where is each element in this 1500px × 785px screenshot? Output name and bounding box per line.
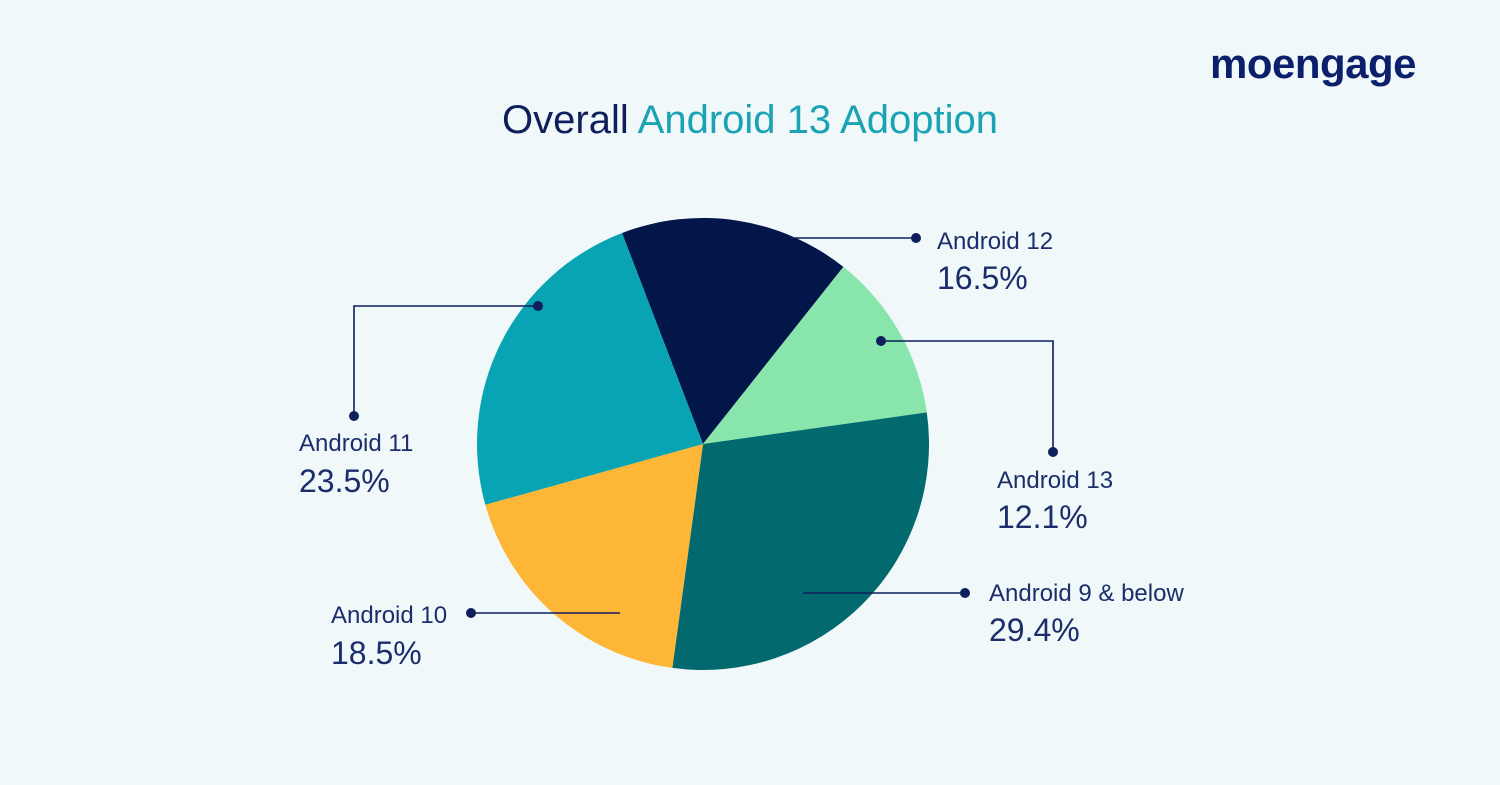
slice-value-android-9-below: 29.4% <box>989 612 1080 648</box>
leader-line-android-11 <box>353 305 538 416</box>
pie-slice-android-12 <box>622 218 844 444</box>
leader-lines <box>349 233 1058 618</box>
chart-title-prefix: Overall <box>502 98 629 142</box>
slice-value-android-10: 18.5% <box>331 635 422 671</box>
slice-label-android-10: Android 10 <box>331 602 447 629</box>
leader-line-android-13 <box>881 340 1054 452</box>
slice-label-android-9-below: Android 9 & below <box>989 580 1184 607</box>
leader-dot-android-12-0 <box>911 233 921 243</box>
leader-dot-android-13-0 <box>876 336 886 346</box>
leader-dot-android-11-0 <box>533 301 543 311</box>
slice-labels: Android 12 16.5% Android 13 12.1% Android 9 … <box>299 228 1184 671</box>
slice-value-android-13: 12.1% <box>997 499 1088 535</box>
slice-value-android-12: 16.5% <box>937 260 1028 296</box>
leader-dot-android-13-1 <box>1048 447 1058 457</box>
moengage-logo: moengage <box>1210 40 1417 87</box>
pie-slices <box>477 218 929 670</box>
pie-slice-android-13 <box>703 266 927 444</box>
chart-title: Overall Android 13 Adoption <box>0 98 1500 143</box>
chart-title-highlight: Android 13 Adoption <box>637 98 998 142</box>
slice-label-android-12: Android 12 <box>937 228 1053 255</box>
pie-slice-android-10 <box>485 444 703 668</box>
leader-dot-android-9-below-0 <box>960 588 970 598</box>
slice-label-android-13: Android 13 <box>997 467 1113 494</box>
slice-value-android-11: 23.5% <box>299 463 390 499</box>
leader-dot-android-10-0 <box>466 608 476 618</box>
slice-label-android-11: Android 11 <box>299 430 413 457</box>
leader-dot-android-11-1 <box>349 411 359 421</box>
pie-slice-android-9-below <box>672 412 929 670</box>
pie-slice-android-11 <box>477 233 703 505</box>
